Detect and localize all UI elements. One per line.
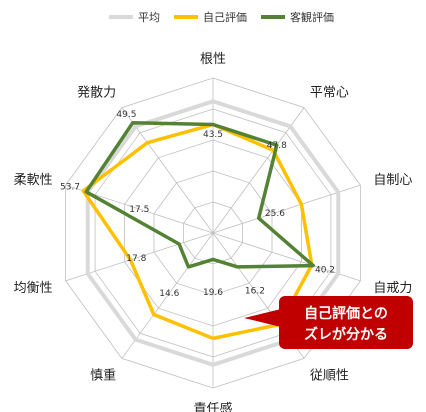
legend-label-3: 客観評価 bbox=[290, 10, 334, 24]
value-label: 53.7 bbox=[60, 183, 80, 193]
grid-spoke bbox=[65, 232, 214, 282]
axis-label: 従順性 bbox=[310, 369, 349, 384]
axis-label: 平常心 bbox=[310, 85, 349, 100]
grid-spoke bbox=[212, 184, 361, 234]
value-label: 43.5 bbox=[203, 130, 223, 140]
value-label: 19.6 bbox=[203, 288, 223, 298]
value-label: 40.2 bbox=[315, 265, 335, 275]
value-label: 17.8 bbox=[126, 254, 146, 264]
axis-label: 自戒力 bbox=[373, 281, 412, 296]
series-line-3 bbox=[84, 120, 315, 269]
grid-spoke bbox=[212, 232, 361, 282]
callout: 自己評価との ズレが分かる bbox=[244, 296, 413, 349]
value-label: 16.2 bbox=[245, 287, 265, 297]
value-label: 14.6 bbox=[159, 289, 179, 299]
axis-label: 責任感 bbox=[193, 401, 232, 412]
legend-label-1: 平均 bbox=[138, 11, 160, 24]
value-label: 25.6 bbox=[265, 209, 285, 219]
axis-label: 慎重 bbox=[90, 368, 116, 384]
axis-label: 均衡性 bbox=[14, 281, 53, 296]
axis-label: 自制心 bbox=[373, 173, 412, 188]
callout-line-2: ズレが分かる bbox=[304, 326, 388, 343]
callout-line-1: 自己評価との bbox=[304, 305, 388, 322]
axis-label: 発散力 bbox=[77, 85, 116, 100]
value-label: 49.5 bbox=[116, 110, 136, 120]
axis-label: 根性 bbox=[200, 52, 226, 67]
radar-series-layer bbox=[81, 99, 341, 367]
legend-label-2: 自己評価 bbox=[203, 10, 247, 24]
grid-spoke bbox=[212, 107, 305, 234]
legend: 平均 自己評価 客観評価 bbox=[109, 10, 334, 24]
grid-spoke bbox=[121, 232, 214, 359]
axis-label: 柔軟性 bbox=[14, 172, 53, 188]
grid-spoke bbox=[121, 107, 214, 234]
value-label: 17.5 bbox=[129, 205, 149, 215]
series-line-1 bbox=[85, 99, 341, 367]
value-label: 47.8 bbox=[267, 141, 287, 151]
callout-box bbox=[279, 296, 413, 349]
callout-pointer bbox=[244, 309, 281, 327]
radar-value-labels: 43.5 47.8 25.6 40.2 16.2 19.6 14.6 17.8 17.5 53.7… bbox=[60, 110, 335, 299]
series-line-2 bbox=[81, 122, 314, 341]
